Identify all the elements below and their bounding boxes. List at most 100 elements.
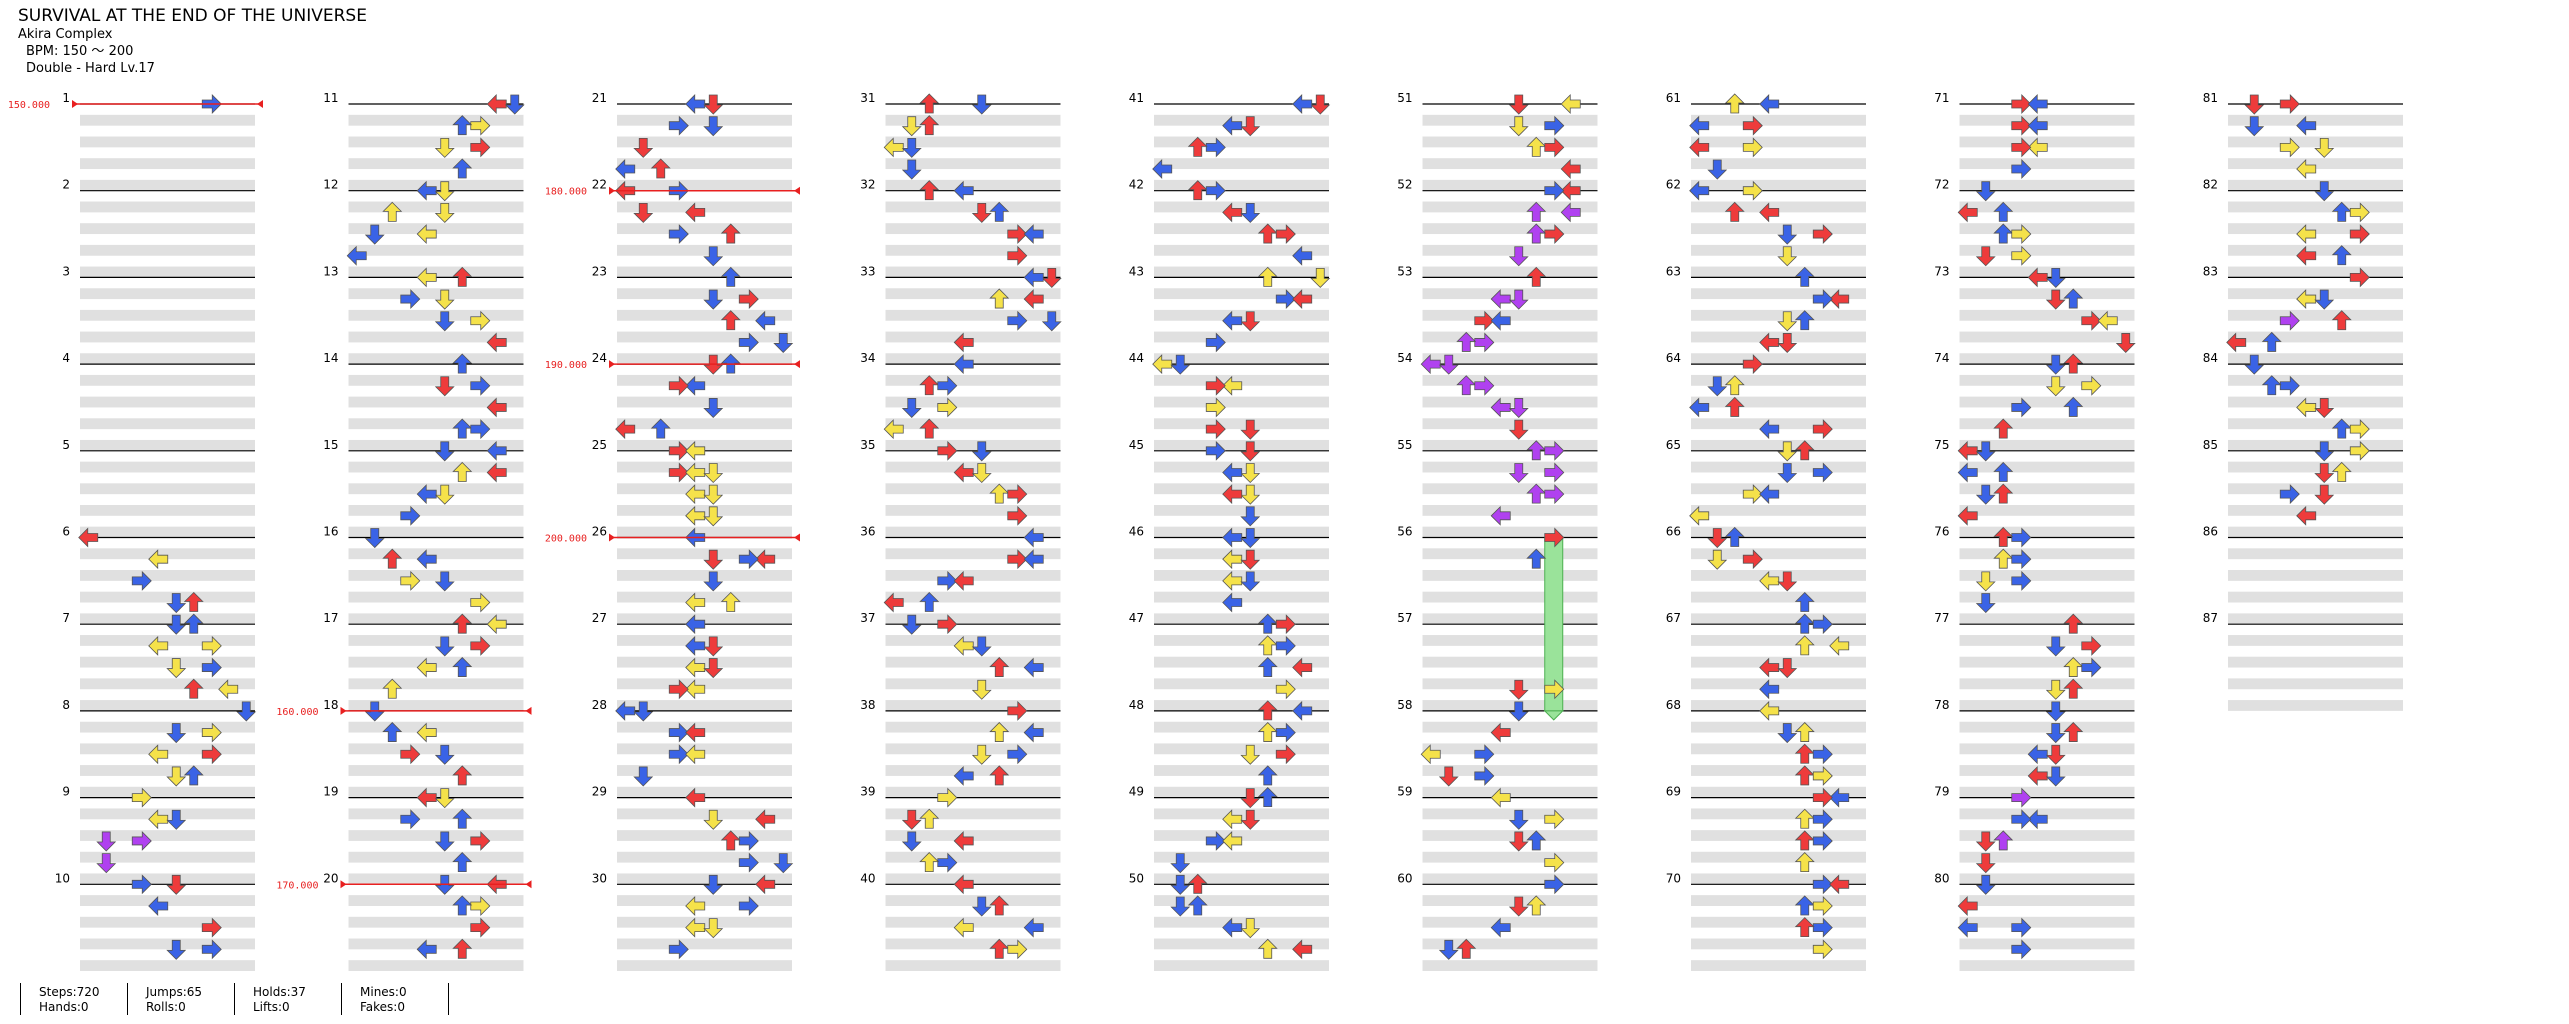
measure-53: 53: [1397, 264, 1598, 365]
arrow-down-icon: [166, 723, 187, 744]
measure-number: 33: [860, 264, 875, 278]
arrow-down-icon: [434, 441, 455, 462]
arrow-down-icon: [1975, 831, 1996, 852]
arrow-left-icon: [1222, 570, 1243, 591]
arrow-left-icon: [953, 180, 974, 201]
arrow-down-icon: [2244, 354, 2265, 375]
arrow-down-icon: [2314, 484, 2335, 505]
arrow-up-icon: [2331, 310, 2352, 331]
arrow-left-icon: [2027, 115, 2048, 136]
measure-number: 20: [323, 871, 338, 885]
measure-45: 45: [1129, 438, 1329, 538]
arrow-left-icon: [2296, 224, 2317, 245]
arrow-left-icon: [1222, 202, 1243, 223]
bpm-change-label: 200.000: [545, 534, 587, 545]
bpm-change: 160.000: [276, 706, 532, 718]
arrow-left-icon: [1490, 310, 1511, 331]
measure-85: 85: [2203, 438, 2403, 538]
arrow-left-icon: [1023, 549, 1044, 570]
stat-holds: Holds:37: [253, 985, 306, 999]
arrow-right-icon: [738, 896, 759, 916]
arrow-down-icon: [971, 896, 992, 917]
arrow-up-icon: [720, 310, 741, 331]
measure-77: 77: [1934, 611, 2135, 711]
arrow-down-icon: [633, 701, 654, 722]
measure-number: 8: [62, 698, 70, 712]
arrow-up-icon: [452, 656, 473, 677]
arrow-right-icon: [937, 852, 958, 873]
arrow-right-icon: [470, 896, 491, 916]
arrow-left-icon: [486, 397, 507, 418]
arrow-down-icon: [901, 116, 922, 137]
arrow-right-icon: [470, 419, 491, 440]
measure-number: 81: [2203, 91, 2218, 105]
arrow-down-icon: [166, 766, 187, 787]
measure-number: 79: [1934, 785, 1949, 799]
arrow-right-icon: [1544, 527, 1565, 548]
arrow-left-icon: [1957, 202, 1978, 223]
measure-number: 40: [860, 871, 875, 885]
arrow-up-icon: [1526, 830, 1547, 851]
arrow-up-icon: [1257, 938, 1278, 959]
measure-24: 24: [592, 351, 792, 451]
arrow-down-icon: [703, 398, 724, 419]
arrow-left-icon: [1222, 917, 1243, 938]
measure-50: 50: [1129, 871, 1329, 971]
arrow-left-icon: [1759, 679, 1780, 700]
arrow-down-icon: [1508, 419, 1529, 440]
arrow-right-icon: [1007, 939, 1028, 960]
measure-number: 52: [1397, 178, 1412, 192]
measure-number: 67: [1666, 611, 1681, 625]
measure-number: 55: [1397, 438, 1412, 452]
arrow-down-icon: [1041, 311, 1062, 332]
arrow-left-icon: [1560, 159, 1581, 179]
arrow-down-icon: [1975, 874, 1996, 895]
arrow-right-icon: [2011, 224, 2032, 245]
arrow-left-icon: [685, 787, 706, 808]
arrow-up-icon: [1794, 917, 1815, 938]
arrow-down-icon: [1240, 549, 1261, 570]
arrow-right-icon: [1474, 332, 1495, 353]
arrow-left-icon: [1759, 570, 1780, 591]
arrow-left-icon: [953, 332, 974, 353]
arrow-up-icon: [452, 266, 473, 287]
measure-18: 18: [323, 698, 524, 798]
bpm-change-label: 150.000: [8, 100, 50, 111]
arrow-right-icon: [470, 592, 491, 613]
measure-number: 56: [1397, 525, 1412, 539]
arrow-down-icon: [434, 831, 455, 852]
measure-number: 39: [860, 785, 875, 799]
arrow-down-icon: [1240, 571, 1261, 592]
arrow-down-icon: [971, 463, 992, 484]
arrow-down-icon: [2244, 116, 2265, 137]
arrow-down-icon: [901, 614, 922, 635]
arrow-down-icon: [2314, 289, 2335, 310]
arrow-down-icon: [1240, 441, 1261, 462]
arrow-down-icon: [633, 137, 654, 158]
arrow-up-icon: [2331, 461, 2352, 482]
arrow-down-icon: [2314, 181, 2335, 202]
arrow-right-icon: [470, 115, 491, 136]
arrow-down-icon: [2045, 636, 2066, 657]
arrow-left-icon: [1759, 202, 1780, 223]
measure-number: 13: [323, 264, 338, 278]
arrow-left-icon: [615, 700, 636, 721]
measure-number: 18: [323, 698, 338, 712]
arrow-right-icon: [1812, 896, 1833, 916]
arrow-right-icon: [738, 830, 759, 851]
arrow-left-icon: [2027, 765, 2048, 786]
arrow-up-icon: [452, 938, 473, 959]
measure-55: 55: [1397, 438, 1598, 538]
measure-number: 21: [592, 91, 607, 105]
stat-mines: Mines:0: [360, 985, 407, 999]
arrow-right-icon: [1275, 224, 1296, 245]
arrow-right-icon: [1275, 614, 1296, 635]
measure-5: 5: [62, 438, 255, 538]
measure-number: 32: [860, 178, 875, 192]
measure-76: 76: [1934, 525, 2135, 625]
arrow-down-icon: [1777, 246, 1798, 267]
measure-number: 23: [592, 264, 607, 278]
arrow-up-icon: [452, 852, 473, 873]
measure-number: 73: [1934, 264, 1949, 278]
measure-62: 62: [1666, 178, 1866, 278]
